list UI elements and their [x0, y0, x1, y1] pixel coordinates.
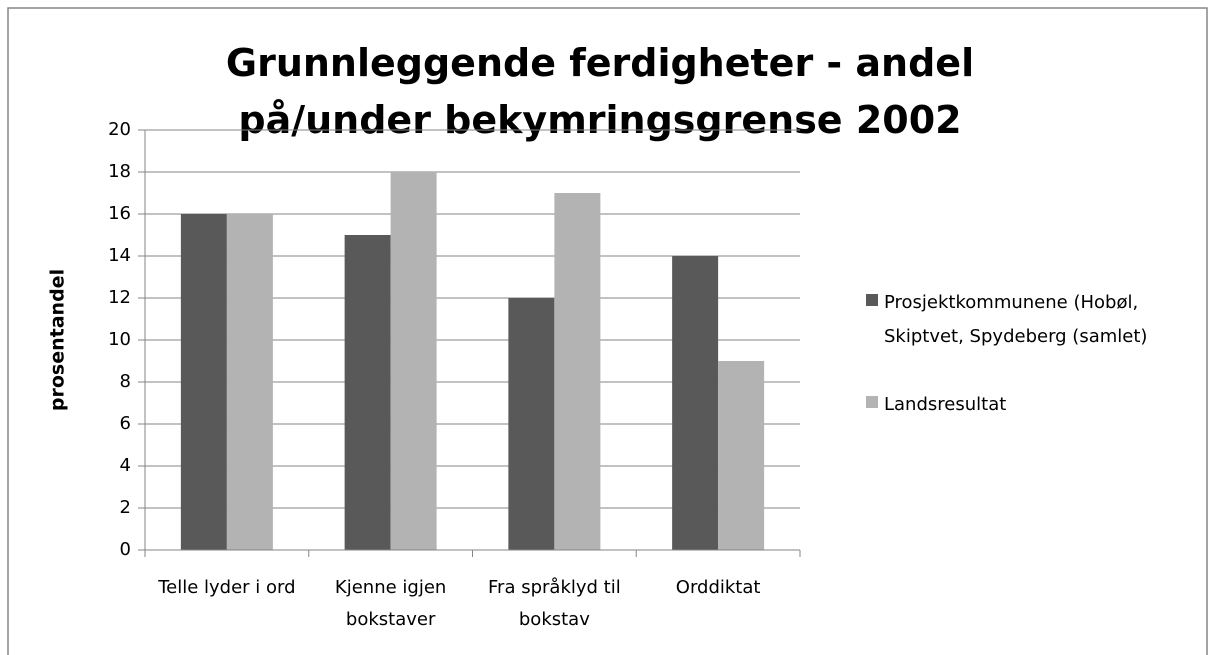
chart-title: Grunnleggende ferdigheter - andel på/und…: [225, 41, 975, 142]
bar: [508, 298, 555, 550]
y-tick-label: 14: [108, 245, 131, 266]
y-tick-label: 12: [108, 287, 131, 308]
y-tick-label: 10: [108, 329, 131, 350]
x-tick-label: Orddiktat: [675, 577, 761, 598]
x-tick-label-box: Kjenne igjen bokstaver: [334, 577, 447, 630]
x-tick-label: Telle lyder i ord: [158, 577, 296, 598]
y-tick-label: 16: [108, 203, 131, 224]
title-box: Grunnleggende ferdigheter - andel på/und…: [225, 41, 975, 142]
legend-swatch: [866, 396, 878, 408]
legend-label-box: Prosjektkommunene (Hobøl, Skiptvet, Spyd…: [884, 292, 1148, 347]
x-tick-label-box: Fra språklyd til bokstav: [488, 577, 621, 630]
bar: [672, 256, 719, 550]
bar: [390, 172, 437, 550]
x-tick-label: Fra språklyd til bokstav: [488, 577, 621, 630]
x-tick-label-box: Orddiktat: [675, 577, 761, 598]
x-tick-label-box: Telle lyder i ord: [158, 577, 296, 598]
bar: [718, 361, 765, 550]
y-axis-label: prosentandel: [47, 269, 69, 411]
y-tick-label: 18: [108, 161, 131, 182]
y-tick-label: 2: [120, 497, 131, 518]
legend-label-box: Landsresultat: [884, 394, 1007, 415]
bar: [226, 214, 273, 550]
legend-swatch: [866, 294, 878, 306]
y-tick-label: 20: [108, 119, 131, 140]
y-tick-label: 4: [120, 455, 131, 476]
bar: [554, 193, 601, 550]
bar: [344, 235, 391, 550]
y-tick-label: 0: [120, 539, 131, 560]
y-tick-label: 6: [120, 413, 131, 434]
x-tick-label: Kjenne igjen bokstaver: [334, 577, 447, 630]
y-tick-label: 8: [120, 371, 131, 392]
legend-label: Prosjektkommunene (Hobøl, Skiptvet, Spyd…: [884, 292, 1148, 347]
bar: [180, 214, 227, 550]
legend-label: Landsresultat: [884, 394, 1007, 415]
